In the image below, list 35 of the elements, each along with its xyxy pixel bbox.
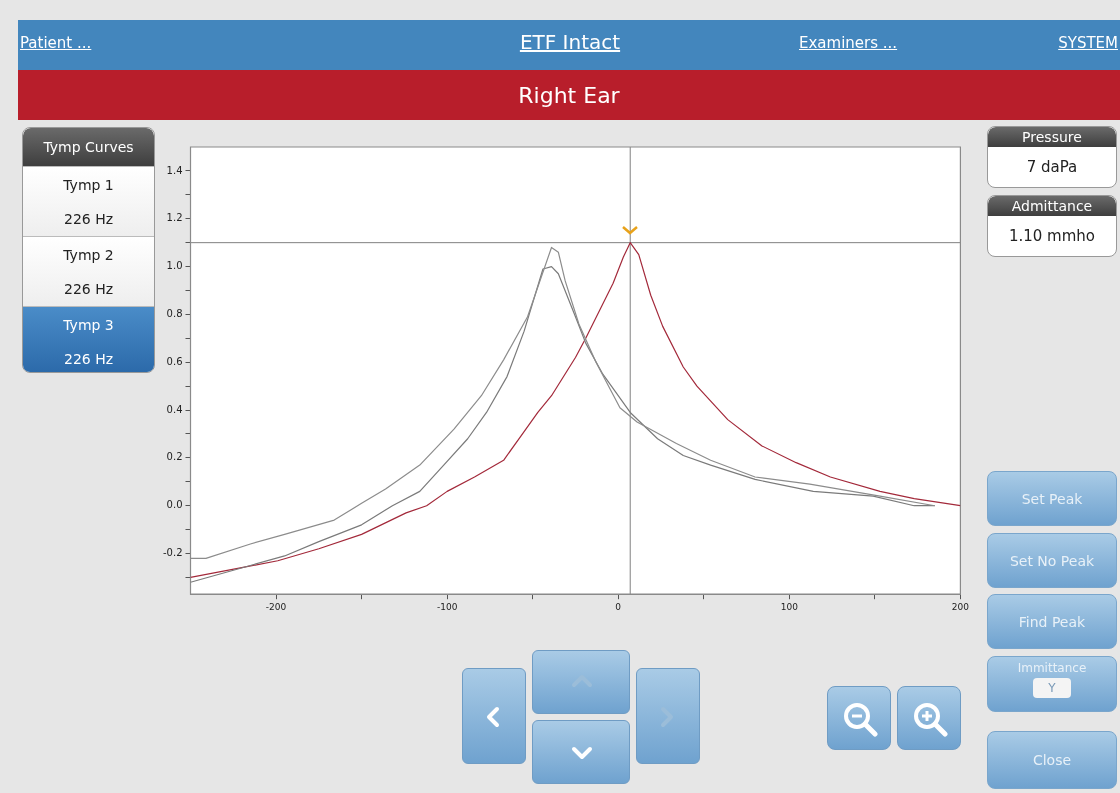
y-tick-label: 1.2 — [166, 212, 183, 224]
text: SYSTEM — [1058, 34, 1118, 52]
text: 1.10 mmho — [1008, 227, 1096, 245]
text: 7 daPa — [1026, 158, 1078, 176]
x-tick-label: -100 — [436, 601, 458, 612]
button: Close — [987, 731, 1117, 789]
x-tick-label: 0 — [615, 601, 622, 612]
y-tick-label: 0.0 — [166, 499, 183, 511]
text: Pressure — [1022, 129, 1082, 145]
chart-subtitle: Right Ear — [518, 82, 620, 108]
chart-title: ETF Intact — [518, 30, 622, 54]
y-tick-label: 1.4 — [166, 164, 183, 176]
y-tick-label: -0.2 — [163, 547, 183, 559]
text: Patient ... — [20, 34, 92, 52]
y-tick-label: 0.4 — [166, 403, 183, 415]
text: 226 Hz — [63, 281, 114, 297]
x-tick-label: 200 — [951, 601, 970, 612]
button: Set No Peak — [987, 533, 1117, 588]
text: Tymp 3 — [63, 316, 114, 333]
button: Immittance Y — [987, 656, 1117, 712]
button: Set Peak — [987, 471, 1117, 526]
text: Tymp Curves — [43, 139, 134, 155]
button: Find Peak — [987, 594, 1117, 649]
y-tick-label: 0.8 — [166, 307, 183, 319]
x-tick-label: 100 — [780, 601, 799, 612]
y-tick-label: 1.0 — [166, 260, 183, 272]
text: Admittance — [1011, 198, 1093, 214]
y-tick-label: 0.6 — [166, 355, 183, 367]
text: Tymp 2 — [63, 246, 114, 263]
text: Tymp 1 — [63, 176, 114, 193]
text: 226 Hz — [63, 351, 114, 367]
y-tick-label: 0.2 — [166, 451, 183, 463]
text: Examiners ... — [799, 34, 898, 52]
text: 226 Hz — [63, 211, 114, 227]
x-tick-label: -200 — [265, 601, 287, 612]
